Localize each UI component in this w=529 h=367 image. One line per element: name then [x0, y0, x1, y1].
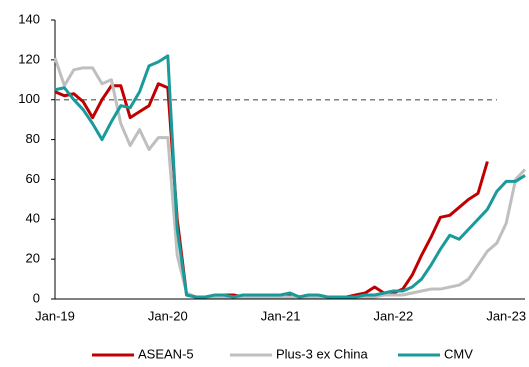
- y-tick-label: 0: [33, 290, 40, 305]
- x-tick-label: Jan-21: [261, 308, 301, 323]
- legend-label: CMV: [444, 346, 473, 361]
- legend-label: Plus-3 ex China: [276, 346, 369, 361]
- series-line: [54, 54, 526, 299]
- series-line: [53, 57, 527, 299]
- legend-label: ASEAN-5: [138, 346, 194, 361]
- y-tick-label: 140: [18, 11, 40, 26]
- y-tick-label: 80: [26, 131, 40, 146]
- x-tick-label: Jan-22: [374, 308, 414, 323]
- y-tick-label: 60: [26, 171, 40, 186]
- x-tick-label: Jan-19: [35, 308, 75, 323]
- x-tick-label: Jan-20: [148, 308, 188, 323]
- x-tick-label: Jan-23: [486, 308, 526, 323]
- y-tick-label: 40: [26, 211, 40, 226]
- y-tick-label: 120: [18, 51, 40, 66]
- y-tick-label: 100: [18, 91, 40, 106]
- y-tick-label: 20: [26, 251, 40, 266]
